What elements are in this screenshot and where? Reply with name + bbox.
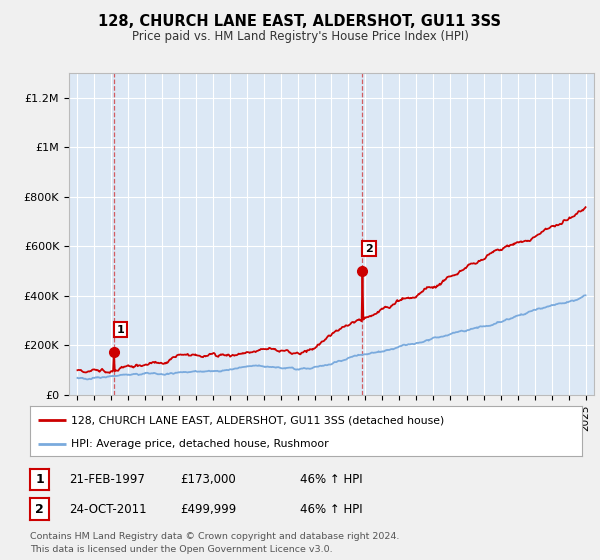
Text: 2: 2 [365, 244, 373, 254]
Text: HPI: Average price, detached house, Rushmoor: HPI: Average price, detached house, Rush… [71, 439, 329, 449]
Text: 46% ↑ HPI: 46% ↑ HPI [300, 502, 362, 516]
Text: 128, CHURCH LANE EAST, ALDERSHOT, GU11 3SS (detached house): 128, CHURCH LANE EAST, ALDERSHOT, GU11 3… [71, 415, 445, 425]
Text: Contains HM Land Registry data © Crown copyright and database right 2024.
This d: Contains HM Land Registry data © Crown c… [30, 532, 400, 554]
Text: 21-FEB-1997: 21-FEB-1997 [69, 473, 145, 486]
Text: 128, CHURCH LANE EAST, ALDERSHOT, GU11 3SS: 128, CHURCH LANE EAST, ALDERSHOT, GU11 3… [98, 14, 502, 29]
Text: £173,000: £173,000 [180, 473, 236, 486]
Text: 1: 1 [35, 473, 44, 486]
Text: £499,999: £499,999 [180, 502, 236, 516]
Text: 46% ↑ HPI: 46% ↑ HPI [300, 473, 362, 486]
Text: Price paid vs. HM Land Registry's House Price Index (HPI): Price paid vs. HM Land Registry's House … [131, 30, 469, 43]
Text: 1: 1 [116, 325, 124, 335]
Text: 24-OCT-2011: 24-OCT-2011 [69, 502, 146, 516]
Text: 2: 2 [35, 502, 44, 516]
